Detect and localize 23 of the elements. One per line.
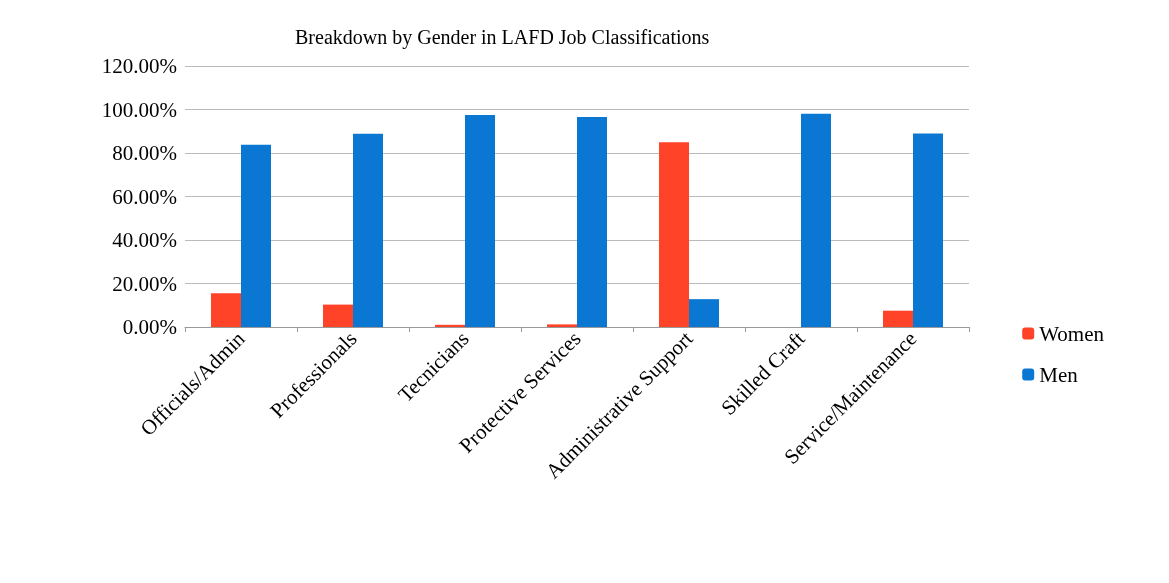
- bar: [801, 113, 831, 327]
- bar: [659, 142, 689, 327]
- y-tick-label: 120.00%: [101, 54, 177, 78]
- bar: [353, 133, 383, 327]
- bar: [547, 324, 577, 327]
- bar: [689, 299, 719, 327]
- bar: [577, 117, 607, 327]
- legend-label: Men: [1039, 362, 1079, 387]
- legend-label: Women: [1039, 321, 1105, 346]
- bar: [435, 324, 465, 327]
- bar: [211, 293, 241, 327]
- y-tick-label: 0.00%: [122, 315, 177, 339]
- bar: [913, 133, 943, 327]
- y-tick-label: 100.00%: [101, 97, 177, 122]
- bar: [883, 310, 913, 327]
- y-tick-label: 80.00%: [112, 141, 177, 165]
- y-tick-label: 40.00%: [112, 228, 177, 252]
- bar: [323, 304, 353, 327]
- chart-title: Breakdown by Gender in LAFD Job Classifications: [295, 26, 710, 49]
- bar: [465, 114, 495, 327]
- y-tick-label: 60.00%: [112, 184, 177, 209]
- bar: [241, 144, 271, 327]
- y-tick-label: 20.00%: [112, 271, 177, 296]
